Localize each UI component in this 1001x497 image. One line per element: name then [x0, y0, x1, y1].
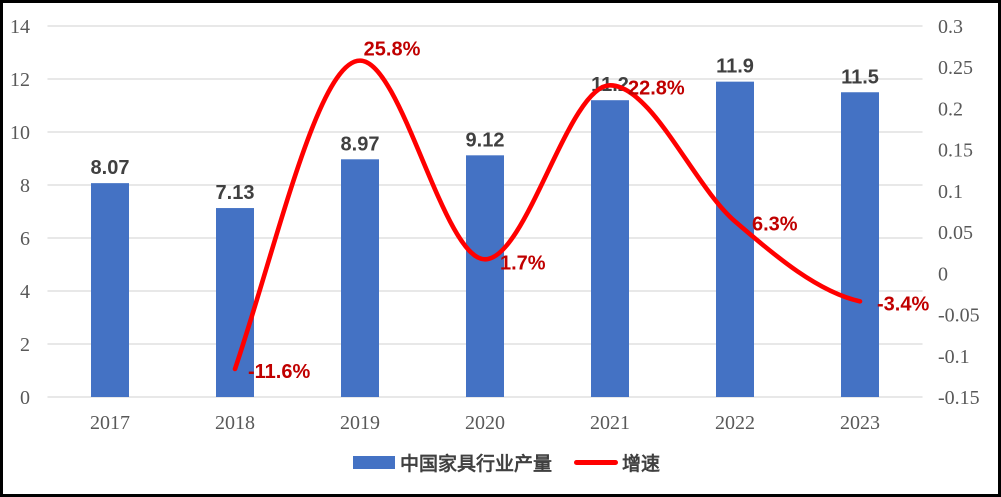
bar-2019	[341, 159, 379, 397]
x-axis-label-2018: 2018	[215, 412, 255, 434]
bar-value-label: 8.07	[91, 157, 130, 179]
right-axis-tick: 0.2	[938, 98, 963, 120]
growth-value-label: -11.6%	[248, 361, 310, 383]
left-axis-tick: 14	[10, 16, 30, 38]
x-axis-label-2021: 2021	[590, 412, 630, 434]
x-axis-label-2020: 2020	[465, 412, 505, 434]
bar-value-label: 11.9	[716, 56, 754, 78]
x-axis-label-2019: 2019	[340, 412, 380, 434]
left-axis-tick: 8	[20, 175, 30, 197]
left-axis-tick: 4	[20, 281, 30, 303]
right-axis-tick: -0.05	[938, 305, 980, 327]
right-axis-tick: 0.25	[938, 57, 973, 79]
bar-value-label: 7.13	[216, 182, 255, 204]
bar-value-label: 9.12	[466, 129, 505, 151]
left-axis-tick: 0	[20, 387, 30, 409]
bar-2023	[841, 92, 879, 397]
growth-line	[232, 58, 863, 372]
bar-2017	[91, 183, 129, 397]
left-axis-tick: 6	[20, 228, 30, 250]
legend-bar-swatch	[353, 456, 395, 469]
bar-2020	[466, 155, 504, 397]
growth-value-label: 6.3%	[752, 213, 798, 235]
legend: 中国家具行业产量 增速	[353, 449, 660, 476]
right-axis-tick: -0.1	[938, 346, 970, 368]
legend-line-swatch	[574, 460, 619, 465]
right-axis-tick: 0	[938, 263, 948, 285]
x-axis-label-2022: 2022	[715, 412, 755, 434]
left-axis-tick: 10	[10, 122, 30, 144]
bar-value-label: 8.97	[341, 133, 380, 155]
growth-value-label: 22.8%	[628, 77, 685, 99]
growth-value-label: -3.4%	[877, 293, 929, 315]
x-axis-label-2017: 2017	[90, 412, 130, 434]
right-axis-tick: 0.15	[938, 140, 973, 162]
right-axis-tick: -0.15	[938, 387, 980, 409]
left-axis-tick: 12	[10, 69, 30, 91]
legend-line-label: 增速	[622, 454, 661, 475]
bar-2021	[591, 100, 629, 397]
right-axis-tick: 0.3	[938, 16, 963, 38]
bar-value-label: 11.5	[841, 66, 879, 88]
right-axis-tick: 0.05	[938, 222, 973, 244]
right-axis-tick: 0.1	[938, 181, 963, 203]
growth-value-label: 1.7%	[500, 252, 546, 274]
growth-value-label: 25.8%	[364, 39, 421, 61]
left-axis-tick: 2	[20, 334, 30, 356]
x-axis-label-2023: 2023	[840, 412, 880, 434]
legend-bar-label: 中国家具行业产量	[400, 454, 553, 475]
bar-2022	[716, 81, 754, 398]
